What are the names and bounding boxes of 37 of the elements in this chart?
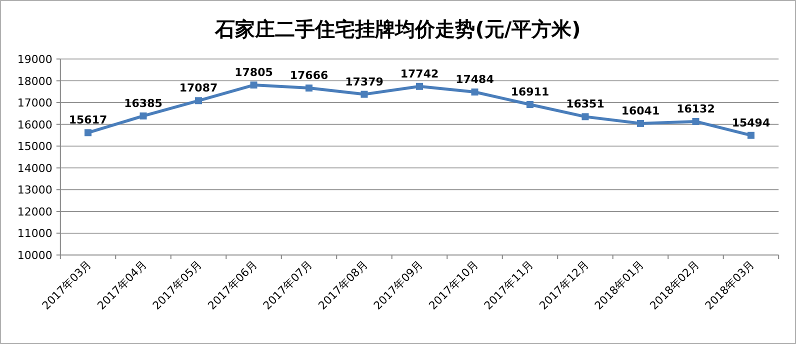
chart-title: 石家庄二手住宅挂牌均价走势(元/平方米) [214, 17, 581, 41]
data-label: 16132 [676, 102, 715, 116]
data-label: 16351 [566, 98, 604, 111]
y-tick-label: 17000 [17, 96, 52, 110]
y-tick-label: 18000 [17, 74, 52, 88]
point [582, 113, 589, 120]
data-label: 17379 [345, 75, 384, 88]
y-tick-label: 11000 [17, 227, 52, 240]
data-label: 17805 [234, 66, 273, 80]
point [692, 118, 700, 125]
y-tick-label: 14000 [17, 162, 52, 175]
data-label: 16385 [124, 96, 162, 110]
data-label: 16041 [621, 104, 660, 118]
y-tick-label: 10000 [17, 249, 52, 262]
point [84, 129, 92, 136]
data-label: 15617 [68, 114, 108, 127]
y-tick-label: 15000 [17, 140, 52, 154]
data-label: 17484 [456, 73, 494, 86]
point [747, 132, 754, 139]
point [195, 97, 202, 104]
point [250, 82, 258, 89]
y-tick-label: 19000 [17, 53, 52, 66]
y-tick-label: 12000 [17, 205, 52, 218]
data-label: 15494 [732, 116, 770, 130]
point [140, 112, 147, 120]
point [416, 82, 423, 90]
point [306, 84, 313, 92]
point [360, 90, 368, 98]
data-label: 17742 [400, 67, 439, 80]
point [636, 120, 644, 127]
data-label: 17087 [179, 82, 218, 95]
point [471, 88, 478, 96]
data-label: 16911 [510, 85, 550, 98]
point [526, 100, 534, 108]
data-label: 17666 [290, 69, 328, 82]
y-tick-label: 13000 [17, 184, 52, 197]
y-tick-label: 16000 [17, 118, 52, 132]
